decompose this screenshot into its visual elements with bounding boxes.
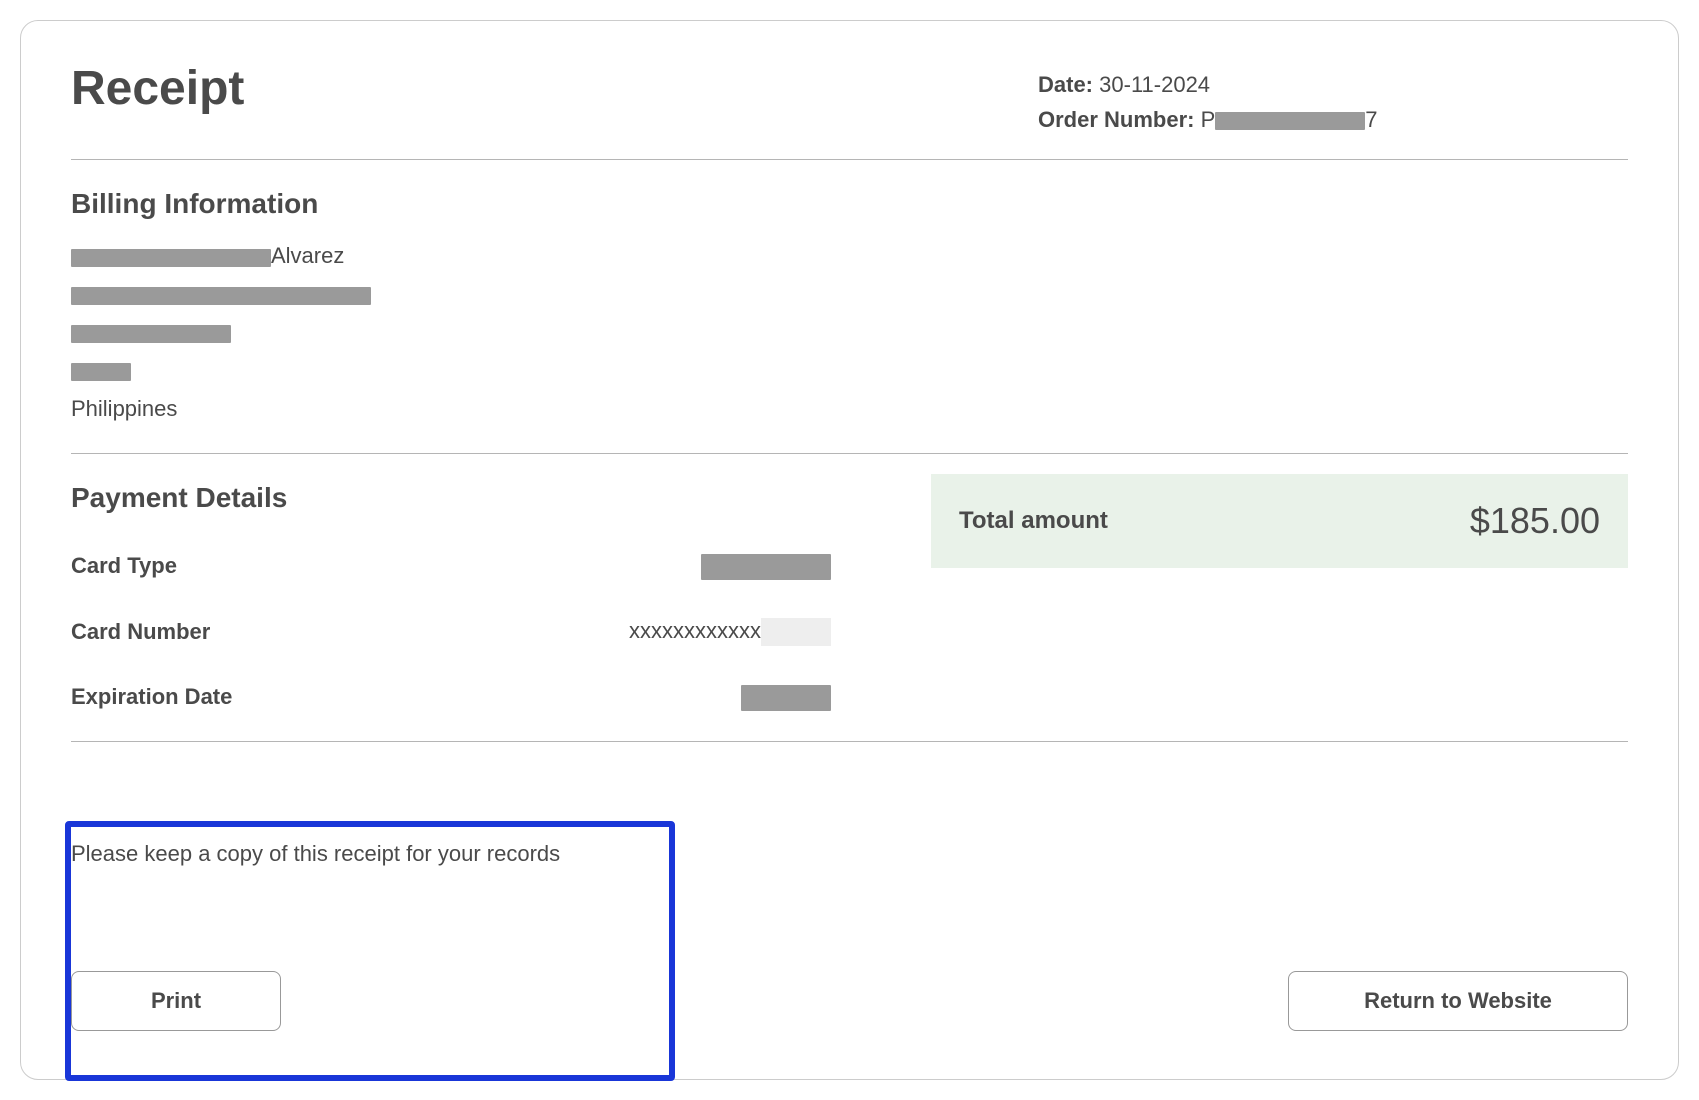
expiration-value <box>741 684 831 711</box>
card-type-value <box>701 552 831 579</box>
payment-left: Payment Details Card Type Card Number xx… <box>71 464 831 711</box>
expiration-row: Expiration Date <box>71 684 831 711</box>
return-button[interactable]: Return to Website <box>1288 971 1628 1031</box>
order-label: Order Number: <box>1038 107 1194 132</box>
billing-name-line: Alvarez <box>71 238 1628 273</box>
order-suffix: 7 <box>1365 107 1377 132</box>
order-redaction <box>1215 112 1365 130</box>
card-type-row: Card Type <box>71 552 831 579</box>
billing-line-3 <box>71 315 1628 350</box>
card-number-label: Card Number <box>71 619 210 645</box>
expiration-label: Expiration Date <box>71 684 232 710</box>
total-inner: Total amount $185.00 <box>931 474 1628 568</box>
page-title: Receipt <box>71 61 244 116</box>
total-amount: $185.00 <box>1470 500 1600 542</box>
billing-redaction-2 <box>71 287 371 305</box>
print-button[interactable]: Print <box>71 971 281 1031</box>
billing-block: Alvarez Philippines <box>71 238 1628 454</box>
date-line: Date: 30-11-2024 <box>1038 67 1628 102</box>
card-number-redaction <box>761 618 831 646</box>
card-type-redaction <box>701 554 831 580</box>
billing-redaction-4 <box>71 363 131 381</box>
footer-note: Please keep a copy of this receipt for y… <box>71 841 1628 867</box>
total-box: Total amount $185.00 <box>931 474 1628 711</box>
card-number-row: Card Number xxxxxxxxxxxx <box>71 618 831 646</box>
billing-redaction-3 <box>71 325 231 343</box>
footer-area: Please keep a copy of this receipt for y… <box>71 841 1628 1031</box>
order-prefix: P <box>1201 107 1216 132</box>
date-value: 30-11-2024 <box>1099 72 1210 97</box>
header-meta: Date: 30-11-2024 Order Number: P 7 <box>1038 67 1628 137</box>
receipt-container: Receipt Date: 30-11-2024 Order Number: P… <box>0 0 1699 1100</box>
order-line: Order Number: P 7 <box>1038 102 1628 137</box>
header-row: Receipt Date: 30-11-2024 Order Number: P… <box>71 61 1628 160</box>
billing-line-4 <box>71 353 1628 388</box>
card-number-value: xxxxxxxxxxxx <box>629 618 831 646</box>
card-type-label: Card Type <box>71 553 177 579</box>
payment-section-title: Payment Details <box>71 482 831 514</box>
payment-section: Payment Details Card Type Card Number xx… <box>71 454 1628 742</box>
date-label: Date: <box>1038 72 1093 97</box>
billing-country: Philippines <box>71 391 1628 426</box>
billing-name-redaction <box>71 249 271 267</box>
button-row: Print Return to Website <box>71 971 1628 1031</box>
billing-name-suffix: Alvarez <box>271 243 344 268</box>
total-label: Total amount <box>959 507 1108 535</box>
billing-section-title: Billing Information <box>71 188 1628 220</box>
expiration-redaction <box>741 685 831 711</box>
billing-line-2 <box>71 277 1628 312</box>
receipt-card: Receipt Date: 30-11-2024 Order Number: P… <box>20 20 1679 1080</box>
card-number-masked: xxxxxxxxxxxx <box>629 618 761 643</box>
